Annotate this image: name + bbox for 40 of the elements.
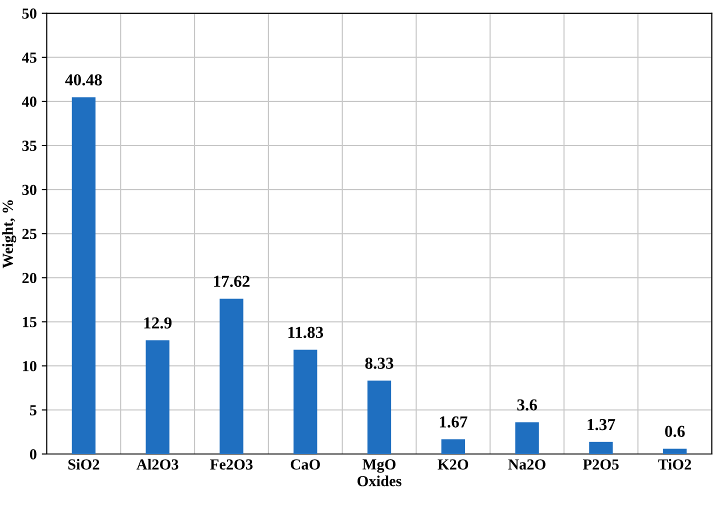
data-label: 0.6 (665, 426, 685, 438)
bar (367, 380, 392, 454)
data-label: 40.48 (65, 74, 102, 86)
x-tick-label: TiO2 (658, 458, 692, 470)
bar (294, 350, 318, 454)
y-tick-label: 40 (22, 96, 36, 107)
x-tick-label: Al2O3 (136, 458, 178, 470)
y-tick-label: 35 (22, 140, 36, 151)
bar (146, 340, 170, 454)
y-tick-label: 15 (22, 317, 36, 328)
bar (441, 439, 465, 454)
bar (589, 442, 613, 454)
y-tick-label: 0 (30, 449, 36, 460)
y-tick-label: 50 (22, 8, 36, 19)
x-axis-title: Oxides (358, 476, 402, 486)
data-label: 1.67 (440, 416, 468, 428)
x-tick-label: K2O (438, 459, 468, 470)
x-tick-label: Fe2O3 (210, 459, 253, 470)
y-tick-label: 30 (22, 184, 36, 196)
x-tick-label: P2O5 (582, 459, 619, 470)
data-label: 12.9 (144, 317, 172, 329)
y-tick-label: 25 (22, 228, 36, 240)
x-tick-label: SiO2 (68, 458, 100, 470)
data-label: 17.62 (214, 276, 250, 288)
bar (663, 448, 687, 454)
y-tick-label: 5 (30, 405, 36, 416)
data-label: 1.37 (588, 419, 616, 430)
bar (220, 298, 244, 454)
bar (515, 422, 539, 454)
x-tick-label: CaO (290, 459, 320, 470)
y-tick-label: 10 (22, 361, 36, 372)
data-label: 8.33 (365, 358, 394, 369)
y-tick-label: 45 (22, 52, 36, 63)
bar (72, 97, 96, 454)
data-label: 11.83 (288, 326, 324, 338)
y-tick-label: 20 (22, 272, 36, 284)
data-label: 3.6 (517, 399, 537, 411)
x-tick-label: MgO (362, 459, 396, 473)
y-axis-title: Weight, % (2, 200, 16, 268)
x-tick-label: Na2O (508, 459, 546, 470)
